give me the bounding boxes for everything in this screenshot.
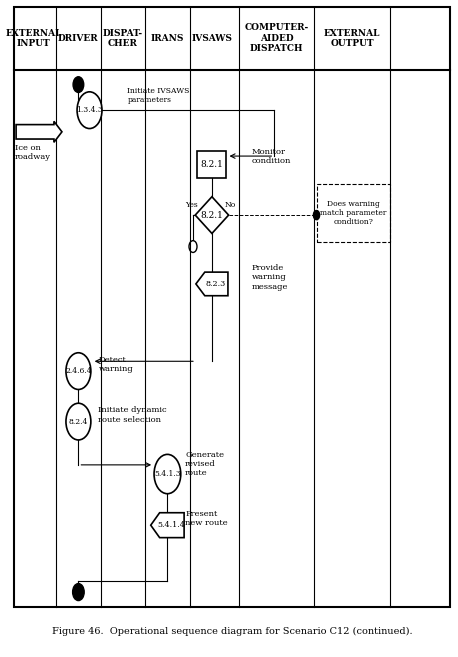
- Bar: [316, 184, 390, 242]
- Text: Provide
warning
message: Provide warning message: [252, 264, 289, 290]
- Text: Yes: Yes: [185, 200, 198, 208]
- Text: 2.4.6.4: 2.4.6.4: [65, 367, 92, 375]
- Text: DRIVER: DRIVER: [58, 34, 99, 43]
- Text: No: No: [225, 200, 236, 208]
- Circle shape: [313, 210, 320, 219]
- Circle shape: [66, 403, 91, 440]
- Text: IVSAWS: IVSAWS: [191, 34, 232, 43]
- Circle shape: [73, 77, 84, 93]
- Circle shape: [154, 455, 181, 493]
- Text: Figure 46.  Operational sequence diagram for Scenario C12 (continued).: Figure 46. Operational sequence diagram …: [52, 627, 412, 636]
- Text: 8.2.4: 8.2.4: [69, 418, 88, 426]
- Text: Monitor
condition: Monitor condition: [252, 148, 291, 166]
- Circle shape: [77, 92, 102, 129]
- Text: Generate
revised
route: Generate revised route: [185, 451, 224, 478]
- Text: 8.2.1: 8.2.1: [201, 211, 224, 219]
- Polygon shape: [196, 272, 228, 296]
- Polygon shape: [195, 196, 229, 233]
- Text: EXTERNAL
INPUT: EXTERNAL INPUT: [5, 29, 62, 48]
- Circle shape: [66, 353, 91, 390]
- Text: 8.2.3: 8.2.3: [205, 280, 226, 288]
- Text: Initiate dynamic
route selection: Initiate dynamic route selection: [98, 407, 167, 424]
- Polygon shape: [151, 512, 184, 537]
- Text: Detect
warning: Detect warning: [98, 356, 133, 373]
- Bar: [197, 151, 226, 178]
- Text: 1.3.4.3: 1.3.4.3: [76, 106, 103, 114]
- Text: IRANS: IRANS: [151, 34, 184, 43]
- Text: 5.4.1.4: 5.4.1.4: [157, 521, 185, 529]
- Text: Does warning
match parameter
condition?: Does warning match parameter condition?: [320, 200, 387, 226]
- Text: COMPUTER-
AIDED
DISPATCH: COMPUTER- AIDED DISPATCH: [244, 24, 309, 53]
- Circle shape: [73, 583, 84, 600]
- Text: 5.4.1.3: 5.4.1.3: [154, 470, 181, 478]
- Text: 8.2.1: 8.2.1: [201, 160, 224, 169]
- Text: Ice on
roadway: Ice on roadway: [15, 144, 51, 162]
- Text: EXTERNAL
OUTPUT: EXTERNAL OUTPUT: [324, 29, 380, 48]
- Text: DISPAT-
CHER: DISPAT- CHER: [103, 29, 143, 48]
- Text: Initiate IVSAWS
parameters: Initiate IVSAWS parameters: [127, 87, 190, 104]
- Text: Present
new route: Present new route: [185, 510, 228, 527]
- FancyArrow shape: [16, 122, 62, 143]
